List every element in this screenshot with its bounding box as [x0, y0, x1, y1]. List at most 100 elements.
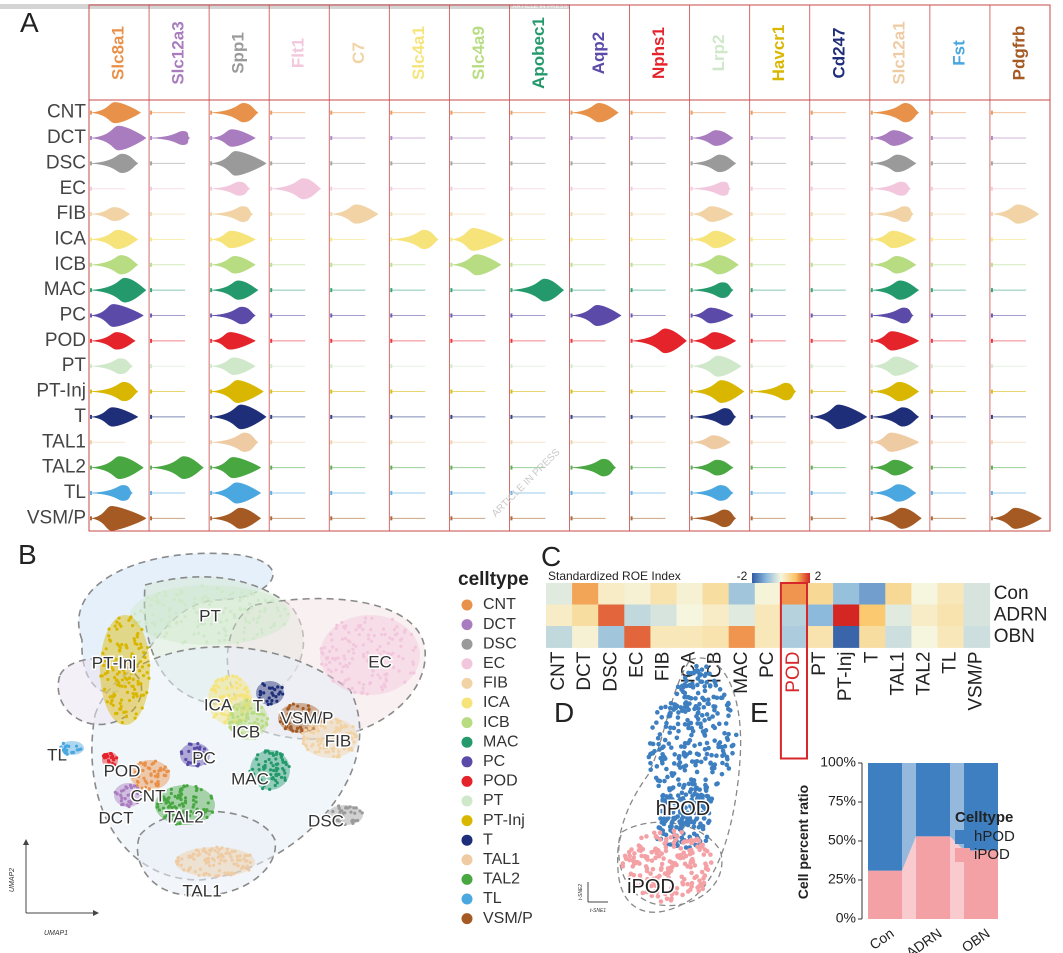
cell-point [318, 746, 322, 750]
gene-label: Slc4a1 [409, 26, 428, 80]
cell-point [332, 754, 336, 759]
violin-tick [330, 136, 333, 141]
cell-point [210, 810, 215, 814]
violin-tick [510, 465, 513, 470]
cell-point [123, 659, 128, 664]
cell-point [322, 743, 327, 747]
cell-point [235, 707, 239, 711]
cell-point [302, 735, 306, 739]
cell-point [358, 809, 362, 813]
hpod-point [676, 728, 681, 734]
violin-shape [212, 332, 256, 350]
violin-shape [91, 125, 147, 151]
cell-point [118, 646, 122, 650]
hpod-point [672, 805, 677, 811]
cell-point [103, 753, 107, 757]
hpod-point [720, 753, 725, 759]
violin-shape [152, 131, 191, 145]
cell-point [133, 687, 137, 692]
hpod-point [656, 825, 662, 830]
cell-point [218, 695, 222, 699]
cell-point [209, 622, 213, 626]
cell-point [380, 664, 384, 669]
hpod-point [722, 730, 727, 736]
violin-shape [872, 407, 920, 427]
ipod-point [682, 861, 688, 867]
gene-label: Slc12a3 [169, 21, 188, 84]
cell-point [208, 864, 212, 868]
violin-tick [690, 440, 693, 445]
cell-point [319, 647, 323, 651]
cell-point [291, 729, 295, 733]
violin-tick [270, 465, 273, 470]
cell-point [340, 725, 344, 730]
hpod-point [694, 801, 700, 807]
cell-point [242, 630, 246, 634]
cell-point [225, 674, 229, 679]
hpod-point [702, 673, 708, 679]
cell-point [242, 694, 246, 699]
cell-point [207, 852, 211, 856]
hpod-point [661, 821, 667, 827]
legend-swatch [461, 775, 473, 787]
violin-tick [870, 161, 873, 166]
violin-shape [392, 229, 439, 250]
hpod-point [712, 762, 718, 767]
cell-point [195, 752, 199, 756]
violin-tick [450, 414, 453, 419]
cell-point [213, 848, 217, 853]
cell-point [334, 726, 338, 730]
cell-point [211, 856, 215, 861]
violin-tick [90, 313, 92, 318]
cell-point [314, 720, 318, 724]
cell-point [248, 590, 253, 594]
violin-tick [810, 186, 813, 191]
violin-tick [630, 338, 633, 343]
violin-shape [692, 509, 737, 528]
violin-shape [91, 358, 134, 375]
cell-point [232, 705, 236, 709]
hpod-point [662, 756, 668, 761]
cell-point [329, 720, 334, 725]
cell-point [176, 856, 180, 860]
cell-point [155, 802, 160, 806]
ipod-point [701, 880, 707, 886]
cell-point [216, 855, 220, 859]
violin-tick [630, 110, 633, 115]
tsne-y-label: t-SNE2 [578, 884, 584, 900]
violin-tick [330, 262, 333, 267]
legend-swatch [461, 854, 473, 866]
violin-tick [750, 364, 753, 369]
ipod-point [622, 853, 628, 859]
cell-point [371, 656, 376, 661]
cell-point [256, 702, 260, 707]
violin-tick [870, 364, 873, 369]
cell-point [63, 747, 67, 751]
cell-point [163, 765, 167, 769]
violin-shape [91, 485, 134, 501]
cell-point [135, 694, 139, 698]
heatmap-cell [859, 583, 886, 605]
cell-point [181, 641, 185, 645]
cell-point [225, 850, 230, 855]
cell-point [217, 861, 222, 866]
hpod-point [686, 799, 691, 805]
ipod-point [699, 869, 705, 875]
cell-point [156, 601, 160, 606]
cell-point [247, 868, 251, 872]
heatmap-cell [754, 604, 782, 627]
violin-tick [150, 516, 153, 521]
cell-point [179, 589, 183, 593]
cell-point [139, 642, 143, 646]
violin-tick [930, 186, 933, 191]
cell-point [383, 655, 387, 659]
hpod-point [702, 746, 708, 752]
hpod-point [697, 787, 703, 792]
cell-point [358, 625, 362, 629]
heatmap-cell [780, 604, 808, 627]
cell-point [249, 706, 253, 710]
ipod-point [658, 867, 664, 873]
cell-point [122, 671, 127, 675]
cell-point [216, 586, 220, 590]
heatmap-row-label: OBN [994, 626, 1035, 647]
